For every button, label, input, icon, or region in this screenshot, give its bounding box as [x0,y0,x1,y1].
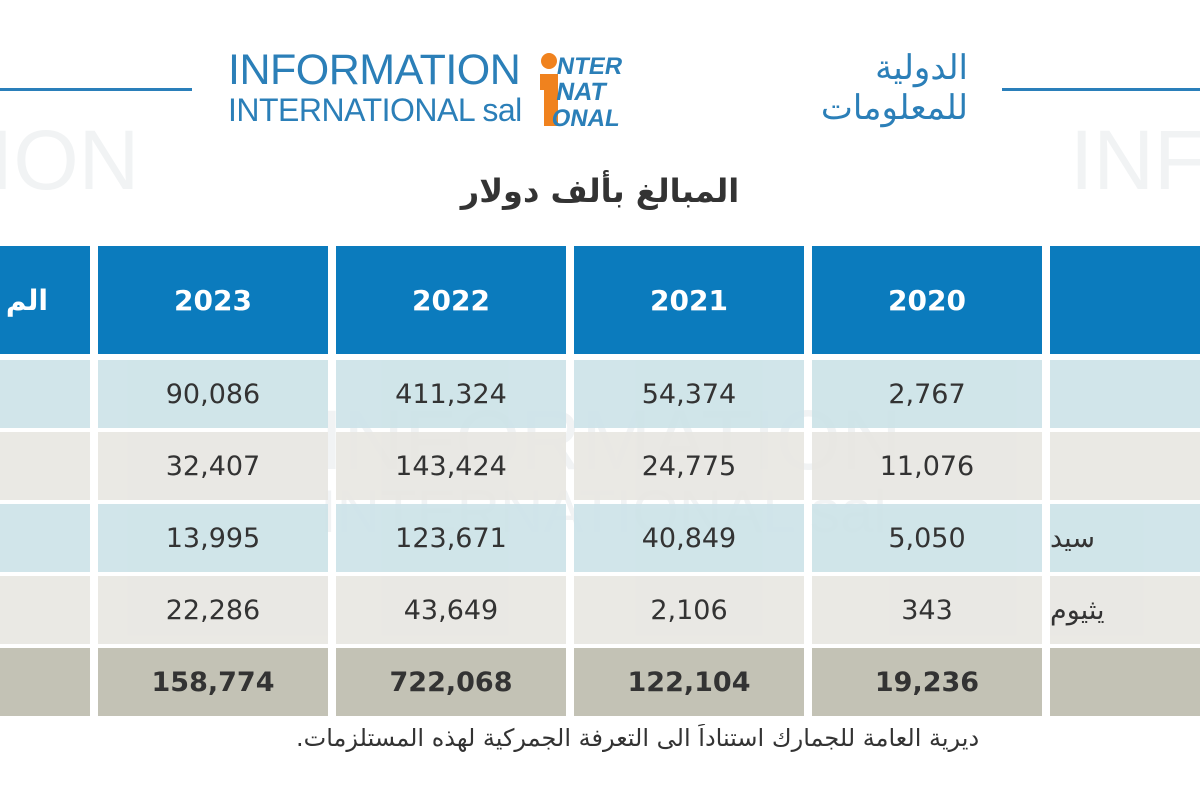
cell-total: 82 [0,648,90,716]
cell-2020: 2,767 [812,360,1042,428]
row-label: سيد [1050,504,1200,572]
logo-ar-line1: الدولية [875,48,968,88]
cell-2023: 32,407 [98,432,328,500]
table-header-row: 2020 2021 2022 2023 الم [0,246,1200,354]
row-label [1050,360,1200,428]
header-cell-label [1050,246,1200,354]
cell-2022: 411,324 [336,360,566,428]
cell-total: 32 [0,432,90,500]
cell-total: 4 [0,576,90,644]
cell-2020: 11,076 [812,432,1042,500]
logo-english: INFORMATION INTERNATIONAL sal [228,46,522,128]
cell-2020: 5,050 [812,504,1042,572]
header-cell-2022: 2022 [336,246,566,354]
row-label [1050,648,1200,716]
footnote-text: ديرية العامة للجمارك استناداً الى التعرف… [296,724,980,752]
cell-2021: 24,775 [574,432,804,500]
svg-text:NAT: NAT [554,78,609,106]
cell-2023: 158,774 [98,648,328,716]
table-row: 11,076 24,775 143,424 32,407 32 [0,432,1200,500]
header-cell-2023: 2023 [98,246,328,354]
logo-mark-icon: NTER NAT ONAL [540,53,625,130]
row-label: يثيوم [1050,576,1200,644]
footnote: ديرية العامة للجمارك استناداً الى التعرف… [0,724,1000,752]
cell-2021: 54,374 [574,360,804,428]
logo-en-line2: INTERNATIONAL sal [228,92,522,128]
page-title: المبالغ بألف دولار [460,172,740,210]
cell-2022: 43,649 [336,576,566,644]
row-label [1050,432,1200,500]
cell-2021: 2,106 [574,576,804,644]
logo-en-line1: INFORMATION [228,46,521,94]
cell-2021: 122,104 [574,648,804,716]
logo-arabic: الدولية للمعلومات [656,48,968,128]
cell-2023: 13,995 [98,504,328,572]
cell-2022: 722,068 [336,648,566,716]
svg-text:ONAL: ONAL [550,105,623,130]
cell-2020: 19,236 [812,648,1042,716]
table-total-row: 19,236 122,104 722,068 158,774 82 [0,648,1200,716]
logo-ar-line2: للمعلومات [820,88,968,128]
cell-2022: 143,424 [336,432,566,500]
header-cell-total: الم [0,246,90,354]
cell-2020: 343 [812,576,1042,644]
table-row: 2,767 54,374 411,324 90,086 51 [0,360,1200,428]
svg-text:NTER: NTER [555,53,625,80]
header-rule-right [1002,88,1200,91]
table-row: يثيوم 343 2,106 43,649 22,286 4 [0,576,1200,644]
cell-2023: 22,286 [98,576,328,644]
header-cell-2021: 2021 [574,246,804,354]
table-row: سيد 5,050 40,849 123,671 13,995 55 [0,504,1200,572]
data-table: 2020 2021 2022 2023 الم 2,767 54,374 411… [0,246,1200,716]
cell-total: 55 [0,504,90,572]
cell-2021: 40,849 [574,504,804,572]
header-cell-2020: 2020 [812,246,1042,354]
cell-2022: 123,671 [336,504,566,572]
cell-2023: 90,086 [98,360,328,428]
logo: INFORMATION INTERNATIONAL sal NTER NAT O… [228,46,968,132]
header-rule-left [0,88,192,91]
cell-total: 51 [0,360,90,428]
